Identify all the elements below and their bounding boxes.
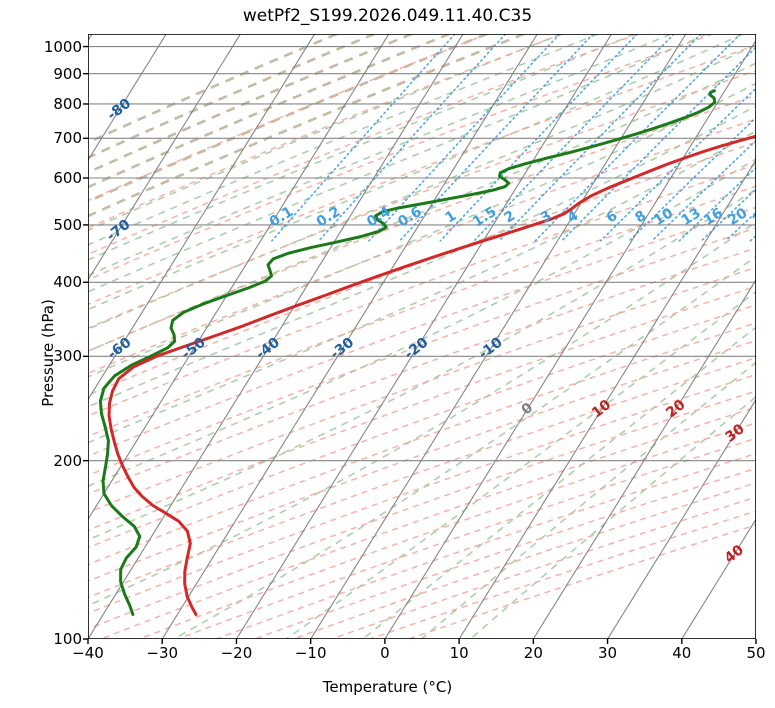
y-tick-label: 500 <box>53 215 82 234</box>
y-tick-label: 100 <box>53 630 82 648</box>
pressure-gridlines <box>88 46 756 639</box>
dewpoint-profile-curve <box>98 89 717 616</box>
y-tick-label: 900 <box>53 64 82 83</box>
x-tick-label: 30 <box>598 644 618 662</box>
y-tick-label: 600 <box>53 168 82 187</box>
y-tick-label: 400 <box>53 273 82 292</box>
x-axis-label: Temperature (°C) <box>322 678 453 696</box>
dry-adiabat-lines <box>88 34 756 639</box>
x-tick-label: −40 <box>72 644 104 662</box>
y-tick-label: 700 <box>53 129 82 148</box>
chart-title: wetPf2_S199.2026.049.11.40.C35 <box>242 6 533 26</box>
x-tick-label: 40 <box>672 644 692 662</box>
isotherm-lines <box>88 34 756 639</box>
x-tick-label: 10 <box>449 644 469 662</box>
y-tick-label: 200 <box>53 451 82 470</box>
x-tick-label: 50 <box>746 644 766 662</box>
x-tick-label: 20 <box>523 644 543 662</box>
y-tick-label: 1000 <box>43 37 82 56</box>
plot-area: -80 -70 -60 -50 -40 -30 -20 -10 0 10 20 30 40 0.1 0.2… <box>88 34 756 639</box>
y-tick-label: 800 <box>53 94 82 113</box>
y-axis-ticks: 100 200 300 400 500 600 700 800 900 1000 <box>0 0 82 708</box>
temperature-profile-curve <box>107 134 756 616</box>
y-tick-label: 300 <box>53 347 82 366</box>
x-tick-label: 0 <box>380 644 390 662</box>
x-tick-label: −30 <box>146 644 179 662</box>
x-tick-label: −10 <box>294 644 327 662</box>
x-tick-label: −20 <box>220 644 253 662</box>
svg-text:25: 25 <box>750 205 756 229</box>
